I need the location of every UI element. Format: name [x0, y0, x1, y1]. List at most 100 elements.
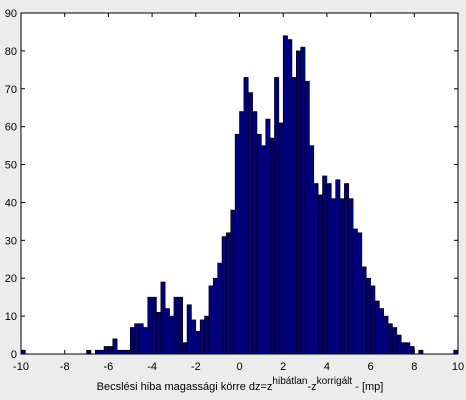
- bar: [230, 209, 236, 355]
- bar: [335, 179, 341, 355]
- bar: [173, 296, 179, 355]
- bar: [352, 228, 358, 355]
- bar: [344, 183, 350, 355]
- bar: [143, 327, 149, 355]
- bar: [361, 266, 367, 355]
- x-tick-label: 6: [368, 361, 374, 373]
- bar: [313, 183, 319, 355]
- bar: [156, 312, 162, 355]
- bar: [348, 198, 354, 355]
- bar: [252, 111, 258, 355]
- bar: [405, 342, 411, 355]
- x-tick-label: 2: [280, 361, 286, 373]
- bar: [374, 300, 380, 355]
- x-tick-label: 4: [324, 361, 330, 373]
- y-tick-label: 20: [5, 273, 17, 285]
- x-label-part: Becslési hiba magassági körre dz=z: [97, 381, 273, 393]
- bar: [269, 137, 275, 355]
- bar: [199, 319, 205, 355]
- bar: [418, 349, 424, 355]
- bar: [208, 285, 214, 355]
- y-tick-label: 80: [5, 46, 17, 58]
- bar: [164, 308, 170, 355]
- bar: [94, 349, 100, 355]
- x-label-sup: hibátlan: [272, 376, 307, 387]
- bar: [234, 133, 240, 355]
- x-label-sup: korrigált: [317, 376, 353, 387]
- bar: [178, 296, 183, 355]
- x-tick-label: 8: [411, 361, 417, 373]
- bar: [147, 296, 153, 355]
- bar: [274, 77, 280, 355]
- bar: [330, 198, 336, 355]
- x-tick-label: 0: [236, 361, 242, 373]
- bar: [261, 145, 267, 355]
- x-label-part: - [mp]: [352, 381, 383, 393]
- bar: [396, 334, 402, 355]
- bar: [134, 323, 140, 355]
- bar: [221, 236, 227, 355]
- y-tick-label: 50: [5, 160, 17, 172]
- bar: [239, 111, 245, 355]
- bar: [383, 315, 389, 355]
- bar: [247, 92, 253, 355]
- bar: [226, 232, 232, 355]
- bar: [108, 346, 114, 355]
- y-tick-label: 70: [5, 84, 17, 96]
- bar: [322, 175, 328, 355]
- bar: [282, 35, 288, 355]
- bar: [217, 262, 223, 355]
- bar: [278, 122, 284, 355]
- bar: [265, 118, 271, 355]
- bar: [160, 281, 166, 355]
- bar: [370, 285, 376, 355]
- bar: [296, 50, 301, 355]
- y-tick-label: 0: [11, 349, 17, 361]
- bar: [125, 349, 131, 355]
- bar: [103, 346, 109, 355]
- y-tick-label: 90: [5, 8, 17, 20]
- bar: [256, 133, 262, 355]
- bar: [182, 342, 188, 355]
- bar: [204, 315, 210, 355]
- bar: [304, 80, 310, 355]
- y-tick-label: 40: [5, 197, 17, 209]
- bar: [387, 323, 393, 355]
- bar: [112, 338, 118, 355]
- bar: [129, 327, 135, 355]
- y-tick-label: 10: [5, 311, 17, 323]
- bar: [309, 145, 315, 355]
- bar: [317, 194, 323, 355]
- bar: [191, 319, 197, 355]
- y-tick-label: 30: [5, 235, 17, 247]
- bar: [326, 183, 332, 355]
- bar: [453, 349, 459, 355]
- x-axis-label: Becslési hiba magassági körre dz=zhibátl…: [97, 376, 384, 393]
- bar: [357, 232, 363, 355]
- x-tick-label: -10: [13, 361, 29, 373]
- bar: [116, 349, 122, 355]
- bar: [379, 308, 385, 355]
- x-label-part: -z: [307, 381, 316, 393]
- bar: [121, 349, 127, 355]
- bar: [195, 330, 201, 355]
- bar: [86, 349, 92, 355]
- x-tick-label: -8: [60, 361, 70, 373]
- bar: [138, 323, 144, 355]
- x-tick-label: 10: [452, 361, 464, 373]
- y-tick-label: 60: [5, 122, 17, 134]
- x-tick-label: -2: [191, 361, 201, 373]
- bar: [243, 77, 249, 355]
- bar: [212, 277, 218, 355]
- bar: [365, 277, 371, 355]
- bar: [20, 349, 26, 355]
- bar: [291, 77, 297, 355]
- x-tick-label: -6: [104, 361, 114, 373]
- x-tick-label: -4: [147, 361, 157, 373]
- bar: [99, 349, 105, 355]
- bar: [151, 296, 157, 355]
- bar: [409, 346, 415, 355]
- bar: [300, 46, 306, 355]
- bar: [339, 198, 345, 355]
